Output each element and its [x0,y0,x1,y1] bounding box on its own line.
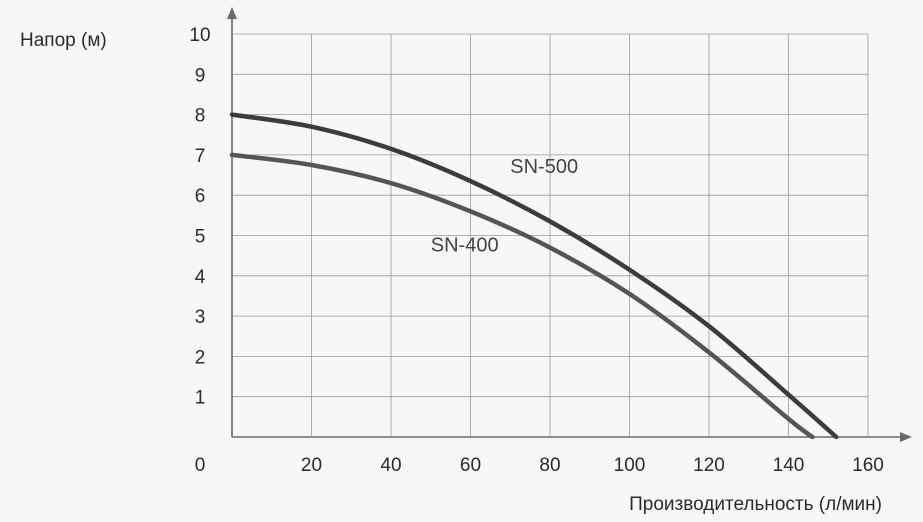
x-tick-label-20: 20 [301,455,322,476]
y-tick-label-9: 9 [195,65,206,86]
axes [227,7,912,442]
y-tick-label-7: 7 [195,146,206,167]
series-label-sn-500: SN-500 [510,156,578,178]
y-tick-label-4: 4 [195,267,206,288]
annotations: SN-500 SN-400 [431,156,578,257]
x-tick-label-80: 80 [539,455,560,476]
x-tick-label-0: 0 [195,455,206,476]
x-tick-label-160: 160 [852,455,884,476]
grid [232,33,869,437]
y-tick-label-8: 8 [195,106,206,127]
y-tick-label-1: 1 [195,388,206,409]
series-line-sn-500 [229,112,839,440]
y-tick-label-2: 2 [195,347,206,368]
y-tick-label-5: 5 [195,227,206,248]
x-tick-label-140: 140 [773,455,805,476]
y-tick-label-10: 10 [189,25,210,46]
series [229,112,839,440]
series-label-sn-400: SN-400 [431,235,499,257]
x-tick-label-40: 40 [380,455,401,476]
x-tick-label-120: 120 [693,455,725,476]
x-tick-label-100: 100 [614,455,646,476]
y-axis-label: Напор (м) [20,30,107,51]
x-axis-arrow [900,432,912,442]
tick-labels: 0 20 40 60 80 100 120 140 160 1 2 3 4 5 6 7 8 9 10 [189,25,883,476]
y-tick-label-3: 3 [195,307,206,328]
series-line-sn-400 [229,152,815,440]
x-axis-label: Производительность (л/мин) [629,494,882,515]
y-tick-label-6: 6 [195,186,206,207]
x-tick-label-60: 60 [460,455,481,476]
y-axis-arrow [227,7,237,19]
